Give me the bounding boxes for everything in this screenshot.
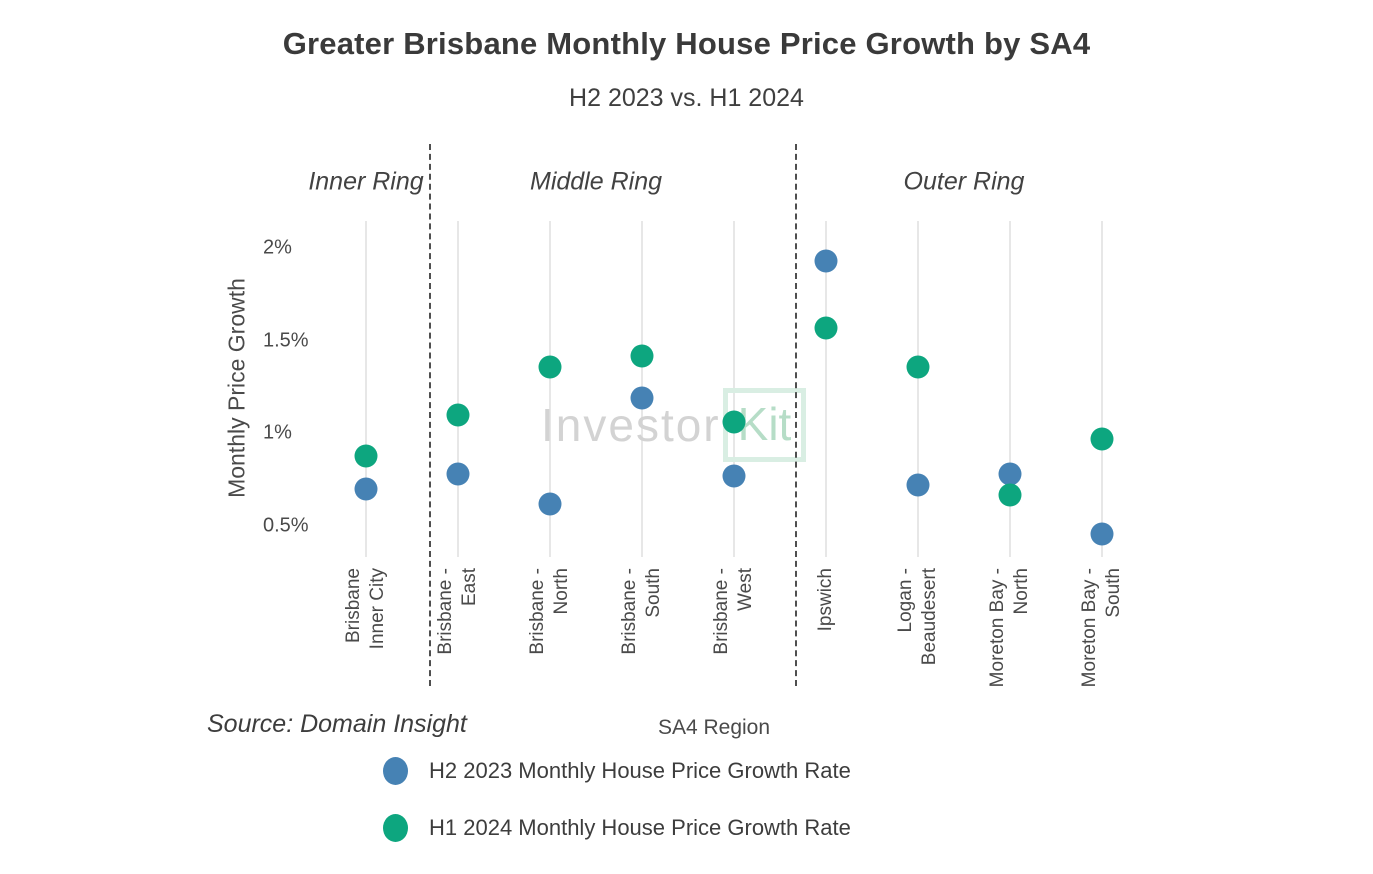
x-category-label-text: Brisbane - West [711,568,756,655]
legend-swatch-h1-2024-icon [383,814,408,842]
x-category-label-text: Moreton Bay - North [987,568,1032,688]
ring-label: Middle Ring [529,167,663,196]
data-point-h1-2024 [1090,427,1114,451]
y-axis-title: Monthly Price Growth [223,278,250,498]
category-gridline [457,221,459,557]
data-point-h1-2024 [446,403,470,427]
y-tick-label: 1% [263,421,292,444]
ring-label: Inner Ring [308,167,424,196]
data-point-h1-2024 [630,344,654,368]
x-category-label-text: Brisbane - North [527,568,572,655]
data-point-h1-2024 [722,410,746,434]
data-point-h2-2023 [906,473,930,497]
legend-swatch-h2-2023-icon [383,757,408,785]
y-tick-label: 1.5% [263,329,309,352]
chart-title: Greater Brisbane Monthly House Price Gro… [282,26,1091,61]
watermark-text-investor: Investor [541,399,721,451]
data-point-h2-2023 [1090,522,1114,546]
x-category-label-text: Brisbane - South [619,568,664,655]
watermark-text-kit: Kit [737,398,792,450]
legend-item-h2-2023: H2 2023 Monthly House Price Growth Rate [383,757,851,785]
legend-label-h1-2024: H1 2024 Monthly House Price Growth Rate [429,815,851,840]
data-point-h2-2023 [354,477,378,501]
data-point-h1-2024 [538,355,562,379]
source-note: Source: Domain Insight [207,710,467,738]
category-gridline [825,221,827,557]
data-point-h1-2024 [814,316,838,340]
data-point-h2-2023 [538,492,562,516]
data-point-h1-2024 [998,483,1022,507]
watermark: Investor Kit [541,388,807,462]
y-tick-label: 2% [263,236,292,259]
x-category-label-text: Logan - Beaudesert [895,568,940,666]
category-gridline [917,221,919,557]
legend-label-h2-2023: H2 2023 Monthly House Price Growth Rate [429,758,851,783]
data-point-h1-2024 [354,444,378,468]
x-category-label-text: Brisbane Inner City [343,568,388,650]
data-point-h2-2023 [814,249,838,273]
data-point-h1-2024 [906,355,930,379]
x-category-label-text: Ipswich [815,568,836,632]
category-gridline [365,221,367,557]
category-gridline [549,221,551,557]
data-point-h2-2023 [722,464,746,488]
legend-item-h1-2024: H1 2024 Monthly House Price Growth Rate [383,814,851,842]
ring-separator [429,144,431,686]
x-category-label-text: Moreton Bay - South [1079,568,1124,688]
x-axis-title: SA4 Region [657,716,771,739]
category-gridline [1009,221,1011,557]
y-tick-label: 0.5% [263,514,309,537]
data-point-h2-2023 [998,462,1022,486]
data-point-h2-2023 [630,386,654,410]
x-category-label-text: Brisbane - East [435,568,480,655]
chart-subtitle: H2 2023 vs. H1 2024 [569,84,804,112]
data-point-h2-2023 [446,462,470,486]
ring-separator [795,144,797,686]
category-gridline [1101,221,1103,557]
ring-label: Outer Ring [903,167,1025,196]
